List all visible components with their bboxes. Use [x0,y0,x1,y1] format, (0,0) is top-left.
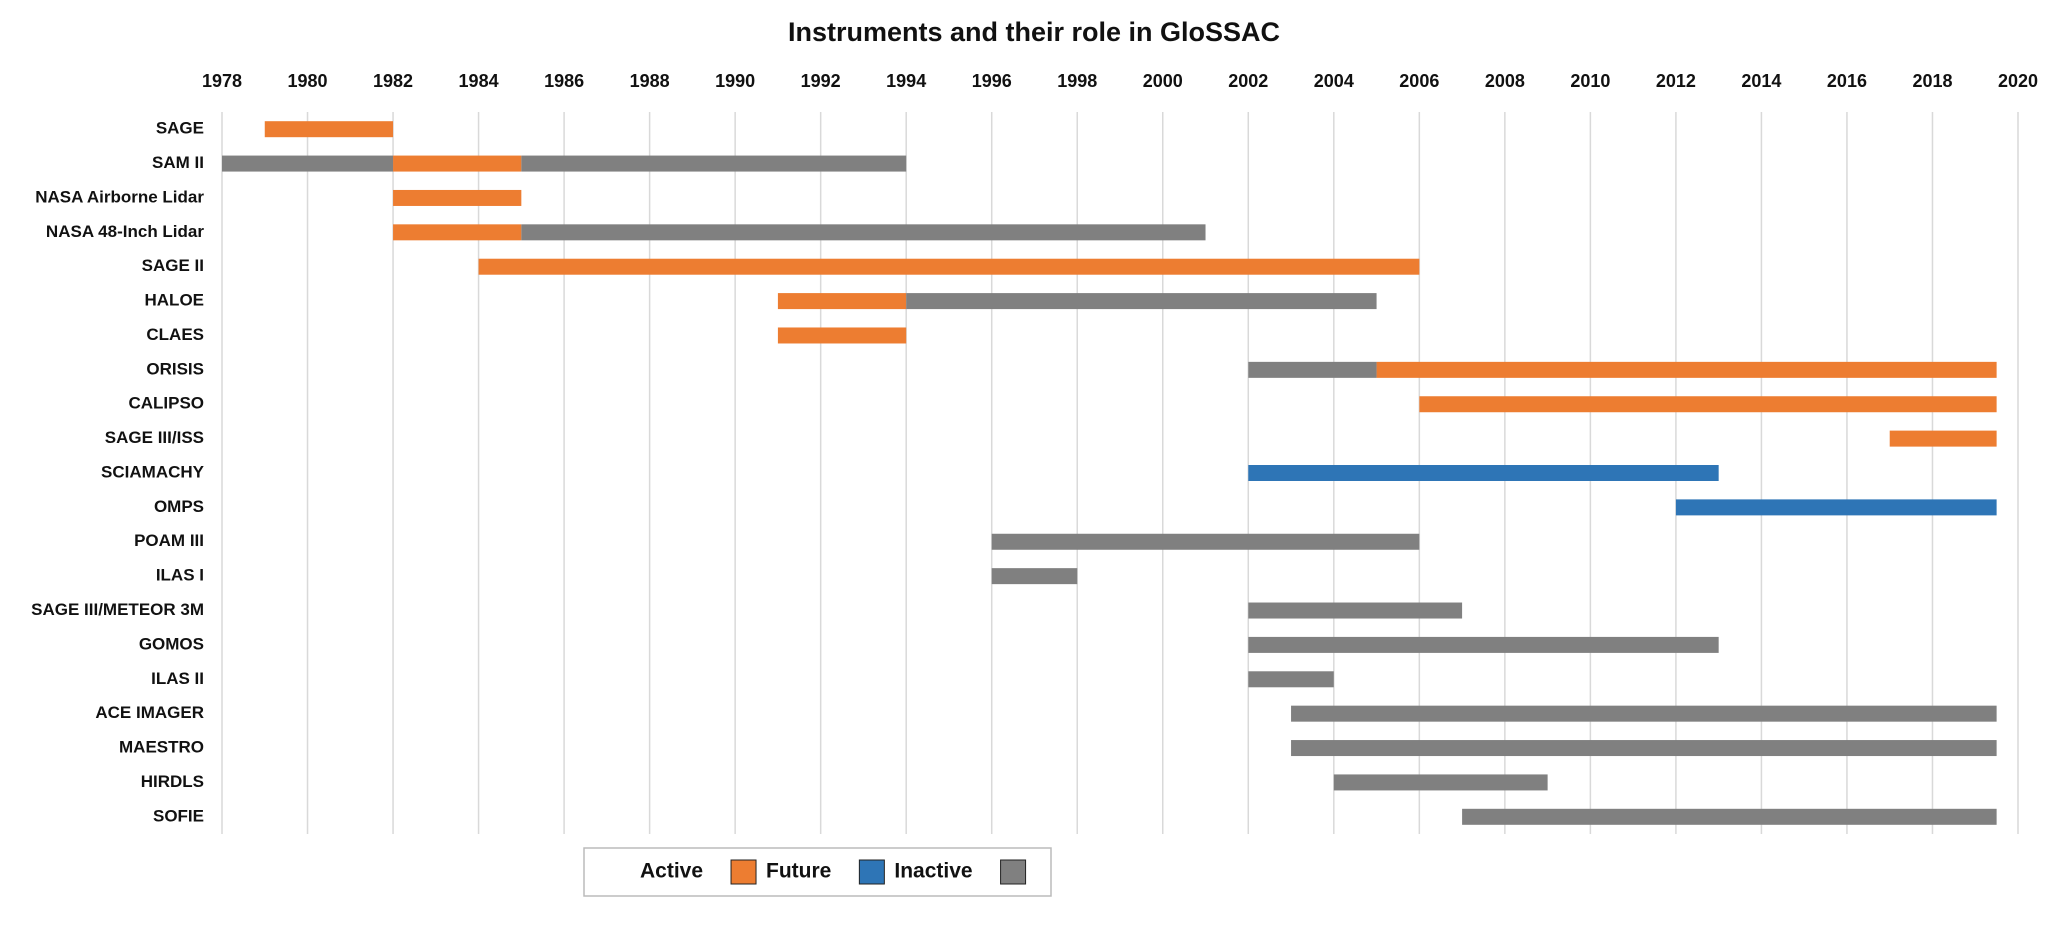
category-label: ILAS I [156,566,204,585]
bar-segment [478,258,1420,275]
category-label: HALOE [145,291,205,310]
x-tick-label: 2004 [1314,71,1354,91]
bar-segment [1889,430,1997,447]
x-tick-label: 2010 [1570,71,1610,91]
category-label: CALIPSO [128,394,204,413]
category-label: SAGE II [142,256,204,275]
legend-label: Active [640,860,703,883]
x-tick-label: 1990 [715,71,755,91]
x-tick-label: 2008 [1485,71,1525,91]
x-tick-label: 1998 [1057,71,1097,91]
bar-segment [1376,361,1997,378]
x-tick-label: 1978 [202,71,242,91]
bar-segment [1333,774,1548,791]
category-label: NASA 48-Inch Lidar [46,222,204,241]
category-label: POAM III [134,531,204,550]
bar-segment [521,224,1206,241]
category-label: SCIAMACHY [101,462,205,481]
category-label: ACE IMAGER [95,703,204,722]
x-tick-label: 2002 [1228,71,1268,91]
legend-box [583,847,1052,897]
category-label: OMPS [154,497,204,516]
category-label: SOFIE [153,806,204,825]
x-tick-label: 2014 [1741,71,1781,91]
category-label: ILAS II [151,669,204,688]
legend-label: Inactive [894,860,972,883]
x-tick-label: 2012 [1656,71,1696,91]
bar-segment [393,155,522,172]
legend-swatch [730,859,757,885]
chart-title: Instruments and their role in GloSSAC [788,17,1280,47]
bar-segment [777,293,907,310]
bar-segment [393,189,522,206]
x-tick-label: 2006 [1399,71,1439,91]
category-label: HIRDLS [141,772,204,791]
bar-segment [777,327,907,344]
x-tick-label: 1980 [288,71,328,91]
bar-segment [991,533,1420,550]
x-tick-label: 1986 [544,71,584,91]
bar-segment [521,155,907,172]
bar-segment [222,155,394,172]
bar-segment [1291,740,1997,757]
bar-segment [1462,808,1997,825]
x-tick-label: 1996 [972,71,1012,91]
bar-segment [906,293,1377,310]
category-label: SAGE [156,119,204,138]
x-tick-label: 2018 [1912,71,1952,91]
category-label: CLAES [146,325,204,344]
x-tick-label: 1984 [459,71,499,91]
x-tick-label: 1992 [801,71,841,91]
bar-segment [1248,602,1463,619]
bar-segment [1248,671,1334,688]
bar-segment [1291,705,1997,722]
bar-segment [264,121,394,138]
category-label: SAGE III/METEOR 3M [31,600,204,619]
category-label: SAM II [152,153,204,172]
bar-segment [1675,499,1997,516]
bar-segment [1248,636,1719,653]
x-tick-label: 2016 [1827,71,1867,91]
legend-swatch [858,859,885,885]
legend-label: Future [766,860,831,883]
x-tick-label: 2000 [1143,71,1183,91]
category-label: SAGE III/ISS [105,428,204,447]
bar-segment [1419,396,1997,413]
bar-segment [991,568,1078,585]
x-tick-label: 2020 [1998,71,2038,91]
category-label: GOMOS [139,634,204,653]
category-label: NASA Airborne Lidar [35,187,204,206]
bar-segment [1248,465,1719,481]
bar-segment [393,224,522,241]
category-label: MAESTRO [119,738,204,757]
legend-swatch [1000,859,1027,885]
x-tick-label: 1994 [886,71,926,91]
x-tick-label: 1982 [373,71,413,91]
bar-segment [1248,361,1377,378]
x-tick-label: 1988 [630,71,670,91]
category-label: ORISIS [146,359,204,378]
